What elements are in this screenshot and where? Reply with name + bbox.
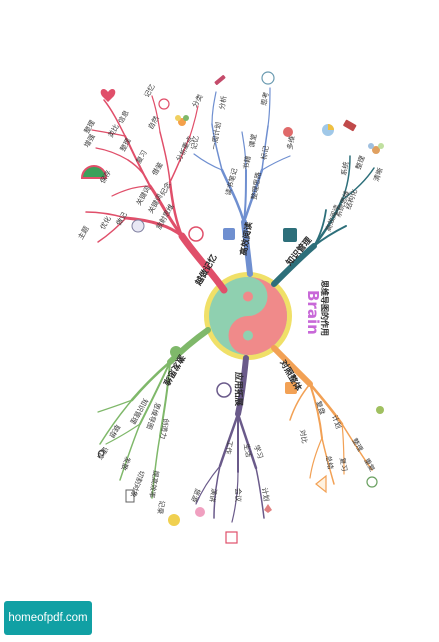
- clock-icon: [158, 98, 170, 110]
- hook-icon: [97, 449, 105, 459]
- label: 整理: [350, 437, 365, 454]
- yin-dot: [243, 291, 253, 302]
- center-hub: [204, 272, 292, 360]
- compass-icon: [216, 382, 232, 398]
- watermark-text: homeofpdf.com: [8, 612, 88, 624]
- label: 优化: [98, 214, 113, 231]
- checkbox-icon: [225, 531, 238, 544]
- title-block: Brain: [304, 290, 322, 335]
- label: 复习: [134, 148, 149, 165]
- label: 整理: [353, 154, 366, 170]
- label: 系统: [339, 161, 350, 176]
- label: 演讲: [208, 488, 219, 503]
- label: 旅游: [189, 487, 202, 503]
- label: 主题: [76, 224, 91, 241]
- label: 做记: [114, 210, 129, 227]
- label: 课堂: [247, 133, 258, 148]
- pencil-icon: [214, 75, 226, 85]
- branch-purple: [195, 355, 265, 523]
- label: 记录: [156, 500, 166, 515]
- branch-teal: [271, 155, 375, 287]
- labels-blue: 高效阅读 读书笔记 整理思路 标记 书籍 课堂 一周计划 分析 思考 记忆 多维: [189, 91, 296, 256]
- branch-orange: [271, 345, 373, 485]
- chat-icon: [170, 346, 182, 358]
- label: 重复: [362, 457, 377, 474]
- sun-icon: [168, 514, 180, 526]
- label: 分类: [190, 92, 205, 109]
- label: 总结: [324, 455, 335, 470]
- label: 整理: [82, 118, 97, 135]
- label: 计划: [330, 414, 343, 430]
- title-subtitle: 思维导图的作用: [320, 280, 330, 336]
- title-brain: Brain: [304, 290, 322, 335]
- clipboard-icon: [285, 382, 297, 394]
- label: 创造力: [158, 418, 171, 440]
- label: 整理思路: [249, 171, 263, 200]
- label: 读书笔记: [223, 167, 239, 196]
- heart-icon: [100, 89, 116, 102]
- label: 对比: [298, 429, 309, 444]
- label-blue-main: 高效阅读: [238, 221, 255, 257]
- branch-green: [97, 327, 211, 499]
- label: 多维: [285, 135, 296, 150]
- label: 工作: [224, 440, 235, 455]
- flower-icon: [372, 146, 380, 154]
- label: 提高效率: [147, 470, 161, 499]
- label: 信息: [116, 108, 131, 125]
- watermark-badge[interactable]: homeofpdf.com: [4, 601, 92, 635]
- label: 一周计划: [209, 121, 223, 150]
- scroll-icon: [125, 489, 135, 503]
- book-icon: [223, 228, 235, 240]
- puzzle-icon: [283, 228, 297, 242]
- label: 分析: [217, 95, 228, 110]
- labels-teal: 知识管理 高效阅读 系统思维 结构化 系统 整理 清晰: [284, 154, 385, 267]
- gem-icon: [264, 504, 272, 513]
- label: 会议: [234, 488, 243, 502]
- labels-green: 激发思维 知识管理 思维导图 创造力 联想 语言 发散 切割对象 提高效率 记录: [95, 353, 187, 515]
- plant-icon: [376, 406, 384, 414]
- label: 生活: [242, 443, 253, 458]
- megaphone-icon: [315, 474, 327, 494]
- label: 思考: [260, 91, 270, 106]
- label-purple-main: 应用拓展: [233, 372, 244, 407]
- label: 记忆: [189, 135, 200, 150]
- label: 发散: [119, 455, 132, 471]
- branch-blue: [193, 87, 291, 277]
- icons: [80, 71, 384, 544]
- yang-dot: [243, 330, 253, 341]
- tape-icon: [343, 119, 357, 132]
- label: 书籍: [241, 155, 252, 170]
- globe-icon: [131, 219, 145, 233]
- label: 学习: [252, 444, 265, 460]
- u-magnet-icon: [188, 226, 204, 242]
- label: 语言: [95, 445, 110, 462]
- cake-icon: [195, 507, 205, 517]
- balloon-icon: [283, 127, 293, 137]
- snowflake-icon: [261, 71, 275, 85]
- label: 切割对象: [129, 469, 147, 498]
- label: 标记: [259, 145, 270, 160]
- label: 借鉴: [150, 160, 165, 177]
- label: 整理: [118, 136, 133, 153]
- label: 记忆: [142, 82, 157, 99]
- label: 自然: [146, 114, 161, 131]
- label: 计划: [260, 487, 271, 502]
- branch-red: [85, 95, 228, 294]
- watermelon-icon: [80, 165, 108, 179]
- label: 复习: [338, 457, 349, 472]
- list-icon: [366, 476, 378, 488]
